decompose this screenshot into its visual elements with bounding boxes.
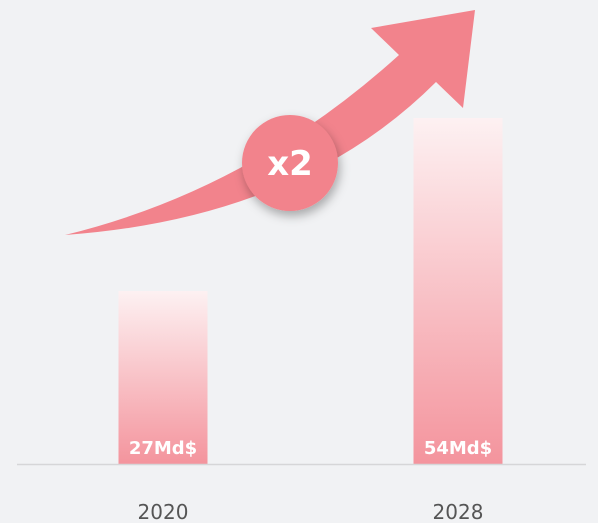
annotation: x2 bbox=[267, 144, 313, 184]
bars bbox=[118, 118, 503, 464]
bar bbox=[118, 291, 208, 464]
badge bbox=[242, 115, 338, 211]
x-tick-label: 2020 bbox=[138, 500, 189, 523]
bar bbox=[413, 118, 503, 464]
value-label: 54Md$ bbox=[424, 438, 492, 459]
x-tick-label: 2028 bbox=[433, 500, 484, 523]
value-label: 27Md$ bbox=[129, 438, 197, 459]
